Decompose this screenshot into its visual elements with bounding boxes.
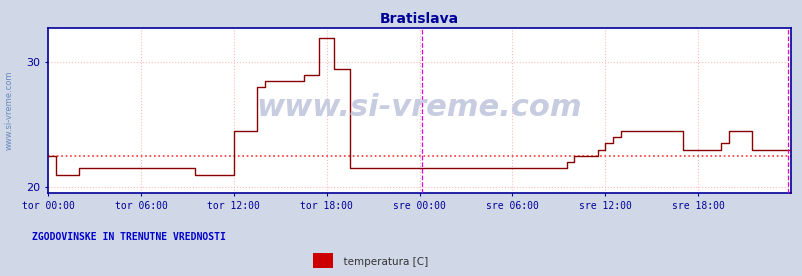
Title: Bratislava: Bratislava: [379, 12, 459, 26]
Text: temperatura [C]: temperatura [C]: [337, 257, 428, 267]
Text: www.si-vreme.com: www.si-vreme.com: [5, 71, 14, 150]
Text: www.si-vreme.com: www.si-vreme.com: [257, 92, 581, 122]
Text: ZGODOVINSKE IN TRENUTNE VREDNOSTI: ZGODOVINSKE IN TRENUTNE VREDNOSTI: [32, 232, 225, 242]
